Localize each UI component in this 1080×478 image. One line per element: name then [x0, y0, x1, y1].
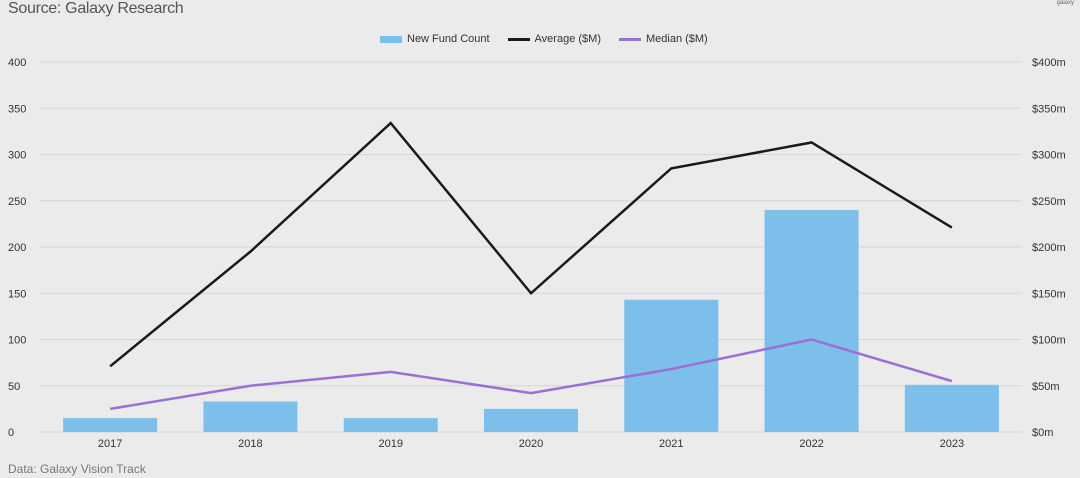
x-tick-label: 2018	[238, 438, 262, 450]
y2-tick-label: $150m	[1032, 288, 1066, 300]
y-tick-label: 150	[8, 288, 26, 300]
y-tick-label: 100	[8, 335, 26, 347]
source-label: Source: Galaxy Research	[8, 0, 184, 17]
line-average	[109, 121, 953, 368]
logo-text: galaxy	[1056, 0, 1074, 6]
bar-new-fund-count	[63, 418, 158, 432]
y2-tick-label: $50m	[1032, 381, 1060, 393]
y-tick-label: 300	[8, 150, 26, 162]
chart-legend: New Fund Count Average ($M) Median ($M)	[380, 33, 708, 45]
bar-new-fund-count	[624, 299, 719, 432]
x-tick-label: 2017	[98, 438, 122, 450]
line-median	[109, 338, 953, 411]
y-tick-label: 350	[8, 103, 26, 115]
y-tick-label: 250	[8, 196, 26, 208]
legend-item-median: Median ($M)	[618, 33, 708, 45]
y2-tick-label: $400m	[1032, 57, 1066, 69]
y2-tick-label: $100m	[1032, 335, 1066, 347]
legend-swatch-average	[507, 37, 530, 41]
legend-label-median: Median ($M)	[645, 33, 708, 45]
legend-item-average: Average ($M)	[507, 33, 601, 45]
x-tick-label: 2020	[519, 438, 543, 450]
x-tick-label: 2019	[378, 438, 402, 450]
y2-tick-label: $0m	[1032, 427, 1053, 439]
bar-new-fund-count	[764, 210, 859, 432]
y-tick-label: 400	[8, 57, 26, 69]
y2-tick-label: $200m	[1032, 242, 1066, 254]
y2-tick-label: $300m	[1032, 150, 1066, 162]
legend-label-new-fund-count: New Fund Count	[407, 33, 490, 45]
legend-swatch-median	[618, 37, 641, 41]
data-note: Data: Galaxy Vision Track	[8, 462, 146, 476]
legend-item-new-fund-count: New Fund Count	[380, 33, 490, 45]
y2-tick-label: $250m	[1032, 196, 1066, 208]
legend-swatch-bar	[380, 35, 402, 43]
y-tick-label: 50	[8, 381, 20, 393]
bar-new-fund-count	[484, 408, 578, 432]
y2-tick-label: $350m	[1032, 103, 1066, 115]
legend-label-average: Average ($M)	[534, 33, 601, 45]
x-tick-label: 2021	[659, 438, 683, 450]
x-tick-label: 2022	[799, 438, 823, 450]
y-tick-label: 200	[8, 242, 26, 254]
galaxy-logo: galaxy	[1057, 0, 1074, 7]
x-tick-label: 2023	[940, 438, 964, 450]
bar-new-fund-count	[343, 418, 438, 432]
bar-new-fund-count	[904, 384, 999, 432]
y-tick-label: 0	[8, 427, 14, 439]
bar-new-fund-count	[203, 401, 298, 432]
